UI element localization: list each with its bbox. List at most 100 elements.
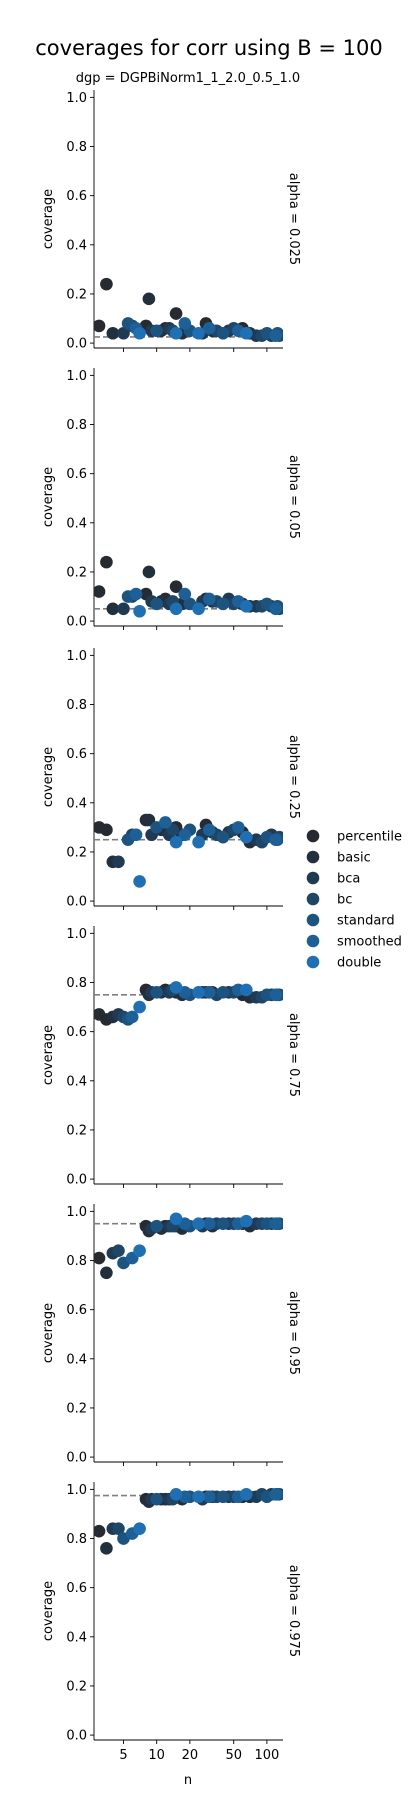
legend-marker-double bbox=[306, 955, 320, 969]
data-point-percentile bbox=[169, 307, 183, 320]
data-point-double bbox=[169, 835, 183, 849]
data-point-standard bbox=[216, 326, 230, 340]
data-point-smoothed bbox=[202, 1490, 216, 1504]
y-tick-label: 0.8 bbox=[66, 1254, 87, 1269]
data-point-bca bbox=[117, 326, 130, 340]
y-tick-label: 0.0 bbox=[66, 615, 87, 630]
legend: percentile basic bca bc standard smoothed doub… bbox=[306, 829, 402, 971]
data-point-percentile bbox=[100, 277, 113, 291]
y-axis-label: coverage bbox=[41, 747, 56, 807]
data-point-smoothed bbox=[159, 816, 172, 829]
legend-label: bc bbox=[337, 893, 352, 908]
data-point-double bbox=[239, 830, 253, 844]
legend-marker-percentile bbox=[306, 829, 320, 843]
legend-marker-bca bbox=[306, 871, 320, 885]
data-point-basic bbox=[142, 292, 156, 306]
facet-panel: 0.0 0.2 0.4 0.6 0.8 1.0 coverage alpha = 0.05 bbox=[41, 368, 301, 630]
y-tick-label: 0.2 bbox=[66, 845, 87, 860]
y-axis-label: coverage bbox=[41, 1303, 56, 1363]
data-point-smoothed bbox=[178, 828, 192, 842]
data-point-double bbox=[133, 604, 146, 618]
y-tick-label: 0.6 bbox=[66, 189, 87, 204]
y-tick-label: 1.0 bbox=[66, 927, 87, 942]
data-point-double bbox=[133, 1244, 146, 1257]
data-point-smoothed bbox=[202, 1217, 216, 1230]
data-point-standard bbox=[216, 1217, 230, 1230]
data-point-smoothed bbox=[269, 602, 282, 616]
data-point-double bbox=[169, 1212, 183, 1226]
y-tick-label: 0.4 bbox=[66, 1630, 87, 1645]
legend-marker-basic bbox=[306, 850, 320, 864]
y-tick-label: 0.6 bbox=[66, 747, 87, 762]
data-point-double bbox=[133, 326, 146, 340]
data-point-standard bbox=[260, 1217, 274, 1230]
data-point-smoothed bbox=[269, 1487, 282, 1501]
y-tick-label: 0.0 bbox=[66, 1451, 87, 1466]
facet-panel: 0.0 0.2 0.4 0.6 0.8 1.0 coverage alpha = 0.025 bbox=[41, 90, 301, 352]
data-point-basic bbox=[100, 1266, 113, 1280]
data-point-basic bbox=[106, 602, 120, 616]
data-point-double bbox=[192, 602, 205, 616]
y-tick-label: 0.4 bbox=[66, 1074, 87, 1089]
legend-label: standard bbox=[337, 914, 395, 929]
y-tick-label: 0.4 bbox=[66, 516, 87, 531]
y-tick-label: 1.0 bbox=[66, 649, 87, 664]
data-point-double bbox=[239, 600, 253, 613]
data-point-bca bbox=[112, 855, 125, 869]
data-point-basic bbox=[106, 326, 120, 340]
y-axis-label: coverage bbox=[41, 1025, 56, 1085]
facet-panel: 0.0 0.2 0.4 0.6 0.8 1.0 coverage alpha = 0.25 bbox=[41, 648, 301, 910]
data-point-double bbox=[192, 1217, 205, 1230]
data-point-double bbox=[192, 986, 205, 999]
data-point-double bbox=[192, 326, 205, 340]
data-point-standard bbox=[150, 597, 163, 611]
data-point-smoothed bbox=[202, 986, 216, 999]
data-point-double bbox=[133, 1522, 146, 1535]
data-point-double bbox=[192, 1490, 205, 1504]
data-points bbox=[94, 981, 283, 1026]
data-point-standard bbox=[150, 1492, 163, 1506]
y-tick-label: 0.4 bbox=[66, 1352, 87, 1367]
y-tick-label: 0.6 bbox=[66, 1303, 87, 1318]
y-tick-label: 0.2 bbox=[66, 1679, 87, 1694]
data-point-standard bbox=[216, 830, 230, 844]
data-point-smoothed bbox=[129, 587, 143, 601]
data-point-double bbox=[239, 1487, 253, 1501]
data-point-smoothed bbox=[178, 587, 192, 601]
data-point-bc bbox=[112, 1244, 125, 1257]
y-tick-label: 0.0 bbox=[66, 337, 87, 352]
y-tick-label: 1.0 bbox=[66, 369, 87, 384]
figure-title: coverages for corr using B = 100 bbox=[35, 36, 382, 60]
data-point-double bbox=[192, 835, 205, 849]
facet-panel: 0.0 0.2 0.4 0.6 0.8 1.0 coverage alpha = 0.95 bbox=[41, 1204, 301, 1466]
y-tick-label: 0.0 bbox=[66, 1729, 87, 1744]
legend-marker-smoothed bbox=[306, 934, 320, 948]
data-point-standard bbox=[150, 986, 163, 999]
data-point-bca bbox=[117, 602, 130, 616]
data-point-double bbox=[169, 1487, 183, 1501]
data-point-smoothed bbox=[178, 317, 192, 330]
data-point-percentile bbox=[169, 580, 183, 593]
data-point-double bbox=[133, 1000, 146, 1014]
y-tick-label: 0.2 bbox=[66, 1401, 87, 1416]
data-point-smoothed bbox=[202, 592, 216, 606]
y-tick-label: 0.8 bbox=[66, 976, 87, 991]
legend-label: double bbox=[337, 956, 381, 971]
x-tick-label: 5 bbox=[119, 1748, 127, 1763]
data-point-percentile bbox=[94, 1524, 106, 1538]
y-tick-label: 0.2 bbox=[66, 565, 87, 580]
data-point-bc bbox=[112, 1522, 125, 1535]
data-point-percentile bbox=[100, 823, 113, 837]
y-axis-label: coverage bbox=[41, 1581, 56, 1641]
data-point-smoothed bbox=[202, 322, 216, 335]
legend-label: basic bbox=[337, 851, 371, 866]
legend-label: bca bbox=[337, 872, 360, 887]
y-tick-label: 0.6 bbox=[66, 467, 87, 482]
y-axis-label: coverage bbox=[41, 467, 56, 527]
data-point-standard bbox=[216, 1490, 230, 1504]
facet-panel: 0.0 0.2 0.4 0.6 0.8 1.0 5 10 20 50 100 coverage alph… bbox=[41, 1482, 301, 1763]
y-tick-label: 1.0 bbox=[66, 91, 87, 106]
data-points bbox=[94, 1487, 283, 1555]
x-tick-label: 50 bbox=[225, 1748, 242, 1763]
